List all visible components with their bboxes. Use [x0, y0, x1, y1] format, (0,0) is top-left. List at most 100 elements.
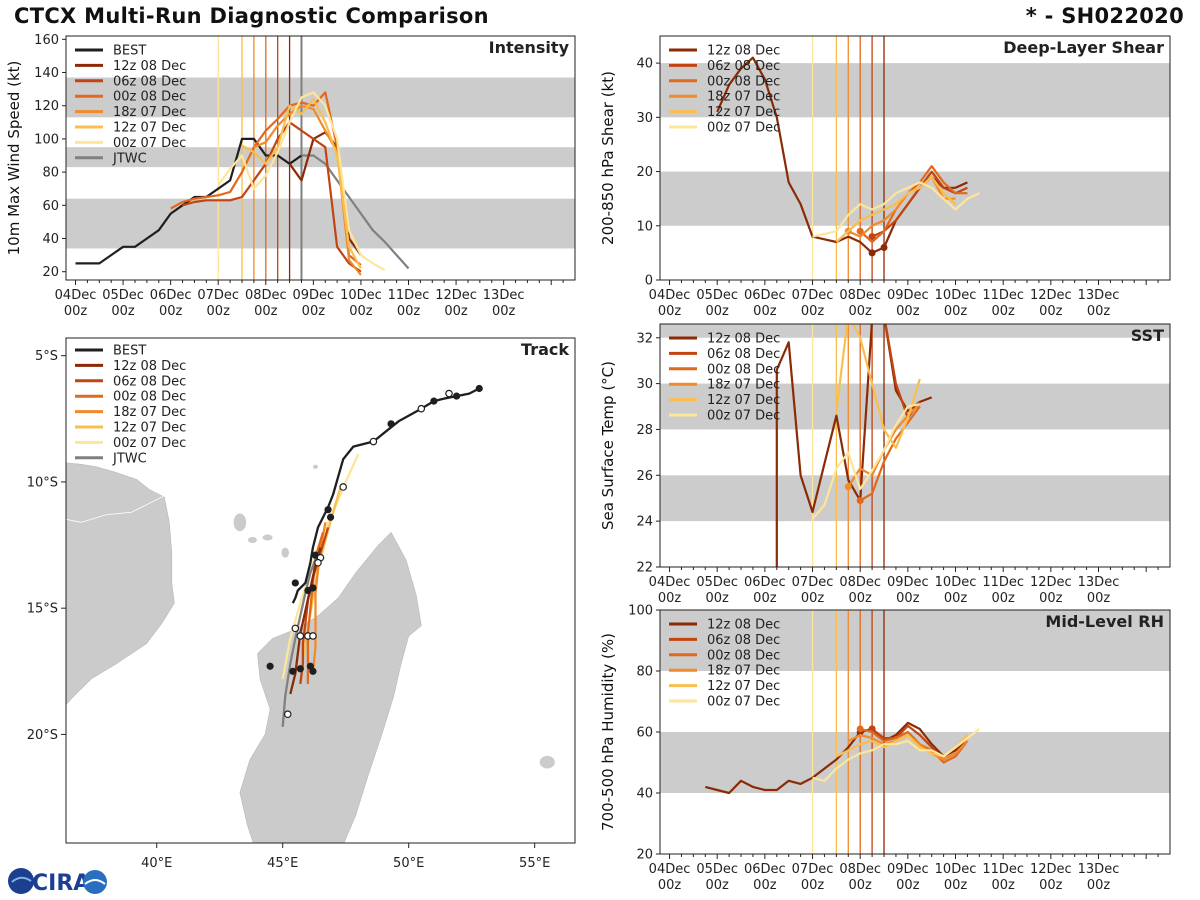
- logo-wave-icon: [83, 870, 107, 894]
- sst-legend-item-12z-07-dec: 12z 07 Dec: [707, 393, 780, 408]
- sst-xtick-label: 00z: [658, 591, 682, 606]
- shear-ytick-label: 30: [636, 111, 653, 126]
- shear-series-12z-07-dec: [835, 175, 957, 243]
- intensity-ytick-label: 40: [42, 232, 59, 247]
- cira-logo: CIRA: [8, 868, 107, 896]
- rh-xtick-label: 12Dec: [1030, 862, 1072, 877]
- track-title: Track: [521, 340, 569, 359]
- sst-xtick-label: 00z: [991, 591, 1015, 606]
- sst-series-12z-08-dec: [775, 324, 933, 567]
- track-point-open: [309, 632, 317, 640]
- track-legend-item-jtwc: JTWC: [112, 451, 147, 466]
- intensity-legend-item-jtwc: JTWC: [112, 151, 147, 166]
- rh-legend-item-00z-08-dec: 00z 08 Dec: [707, 648, 780, 663]
- shear-ytick-label: 20: [636, 165, 653, 180]
- sst-xtick-label: 04Dec: [649, 575, 691, 590]
- madagascar-landmass: [239, 531, 422, 843]
- sst-xtick-label: 07Dec: [792, 575, 834, 590]
- track-ytick-label: 20°S: [27, 728, 58, 743]
- track-legend-item-best: BEST: [113, 344, 146, 359]
- shear-xtick-label: 00z: [991, 304, 1015, 319]
- intensity-xtick-label: 00z: [302, 304, 326, 319]
- rh-ytick-label: 40: [636, 787, 653, 802]
- sst-ylabel: Sea Surface Temp (°C): [599, 361, 617, 530]
- intensity-xtick-label: 10Dec: [340, 288, 382, 303]
- rh-legend-item-18z-07-dec: 18z 07 Dec: [707, 664, 780, 679]
- track-xtick-label: 50°E: [393, 856, 424, 871]
- shear-legend-item-12z-08-dec: 12z 08 Dec: [707, 44, 780, 59]
- track-point-open: [283, 710, 292, 719]
- track-point-filled: [452, 392, 461, 400]
- sst-ytick-label: 22: [636, 561, 653, 576]
- sst-xtick-label: 06Dec: [744, 575, 786, 590]
- logo-text: CIRA: [32, 871, 90, 896]
- shear-legend-item-18z-07-dec: 18z 07 Dec: [707, 90, 780, 105]
- sst-band-2: [660, 324, 1170, 338]
- sst-plot-area: [660, 324, 1170, 567]
- track-ytick-label: 5°S: [35, 349, 58, 364]
- shear-legend-item-12z-07-dec: 12z 07 Dec: [707, 105, 780, 120]
- rh-legend-item-12z-07-dec: 12z 07 Dec: [707, 679, 780, 694]
- track-point-open: [314, 558, 322, 567]
- panel-track: 40°E 45°E 50°E 55°E 5°S 10°S 15°S 20°S Track BEST…: [27, 337, 576, 871]
- intensity-xtick-label: 00z: [254, 304, 278, 319]
- sst-ytick-label: 28: [636, 423, 653, 438]
- track-legend-item-06z-08-dec: 06z 08 Dec: [113, 374, 186, 389]
- shear-xtick-label: 11Dec: [982, 288, 1024, 303]
- rh-ytick-label: 100: [628, 604, 653, 619]
- track-xtick-label: 55°E: [519, 856, 550, 871]
- intensity-ytick-label: 80: [42, 166, 59, 181]
- africa-landmass: [66, 462, 175, 706]
- intensity-legend-item-best: BEST: [113, 44, 146, 59]
- track-series-best: [291, 387, 480, 604]
- rh-xtick-label: 06Dec: [744, 862, 786, 877]
- sst-xtick-label: 00z: [753, 591, 777, 606]
- rh-xtick-label: 00z: [801, 878, 825, 893]
- sst-xtick-label: 00z: [801, 591, 825, 606]
- sst-xtick-label: 00z: [1087, 591, 1111, 606]
- rh-xtick-label: 10Dec: [935, 862, 977, 877]
- intensity-xtick-label: 04Dec: [55, 288, 97, 303]
- sst-legend-item-00z-08-dec: 00z 08 Dec: [707, 362, 780, 377]
- rh-xtick-label: 00z: [991, 878, 1015, 893]
- track-xtick-label: 45°E: [267, 856, 298, 871]
- track-legend-item-12z-07-dec: 12z 07 Dec: [113, 421, 186, 436]
- rh-xtick-label: 00z: [753, 878, 777, 893]
- sst-xtick-label: 00z: [848, 591, 872, 606]
- sst-xtick-label: 00z: [1039, 591, 1063, 606]
- shear-xtick-label: 05Dec: [696, 288, 738, 303]
- sst-xtick-label: 13Dec: [1078, 575, 1120, 590]
- track-point-filled: [387, 420, 395, 428]
- intensity-series-12z-07-dec: [241, 97, 362, 269]
- rh-ytick-label: 60: [636, 726, 653, 741]
- rh-series-00z-07-dec: [812, 728, 980, 782]
- sst-ytick-label: 24: [636, 515, 653, 530]
- sst-xtick-label: 09Dec: [887, 575, 929, 590]
- track-point-filled: [289, 667, 297, 675]
- rh-xtick-label: 04Dec: [649, 862, 691, 877]
- sst-legend-item-00z-07-dec: 00z 07 Dec: [707, 409, 780, 424]
- sst-marker-18z-07-dec: [844, 483, 852, 491]
- country-border: [66, 494, 167, 523]
- intensity-series-best: [75, 137, 303, 265]
- intensity-xtick-label: 07Dec: [197, 288, 239, 303]
- shear-xtick-label: 00z: [1039, 304, 1063, 319]
- island-0: [233, 513, 247, 532]
- track-point-open: [296, 632, 305, 640]
- rh-series-00z-08-dec: [859, 727, 969, 764]
- rh-xtick-label: 00z: [1039, 878, 1063, 893]
- sst-title: SST: [1131, 326, 1164, 345]
- track-legend-item-12z-08-dec: 12z 08 Dec: [113, 359, 186, 374]
- logo-globe-icon: [8, 868, 34, 894]
- intensity-xtick-label: 08Dec: [245, 288, 287, 303]
- rh-xtick-label: 00z: [848, 878, 872, 893]
- intensity-ytick-label: 60: [42, 199, 59, 214]
- rh-ytick-label: 20: [636, 848, 653, 863]
- intensity-title: Intensity: [489, 38, 570, 57]
- intensity-plot-area: [66, 36, 575, 280]
- rh-legend-item-06z-08-dec: 06z 08 Dec: [707, 633, 780, 648]
